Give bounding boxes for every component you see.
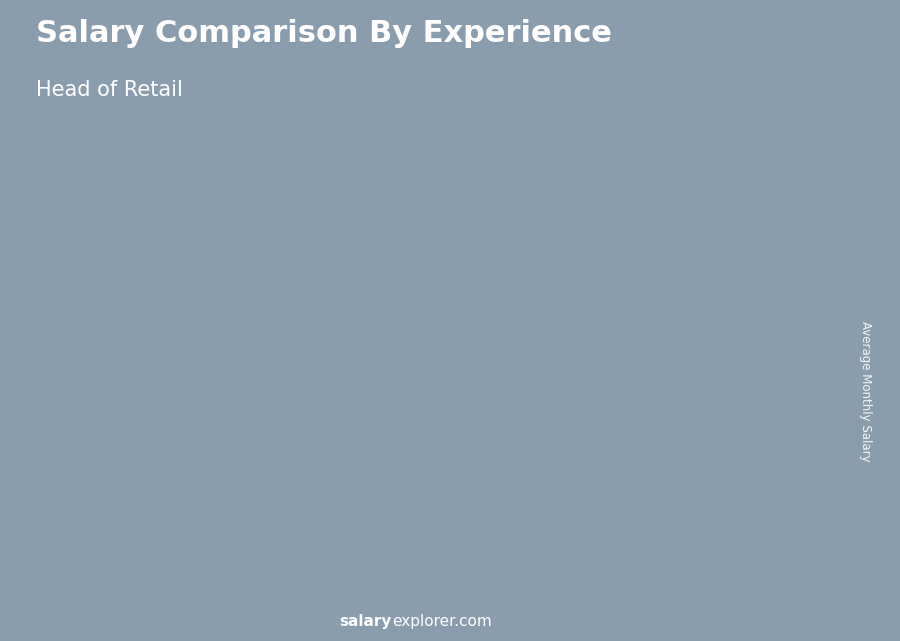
Text: Head of Retail: Head of Retail: [36, 80, 183, 100]
Polygon shape: [274, 467, 291, 577]
Bar: [830, 26, 864, 93]
Polygon shape: [210, 475, 274, 577]
Text: explorer.com: explorer.com: [392, 615, 492, 629]
Text: Salary Comparison By Experience: Salary Comparison By Experience: [36, 19, 612, 48]
Polygon shape: [334, 412, 415, 420]
Bar: [760, 26, 795, 93]
Polygon shape: [459, 357, 540, 365]
Polygon shape: [524, 357, 540, 577]
Polygon shape: [85, 518, 149, 577]
Polygon shape: [708, 287, 773, 577]
Polygon shape: [708, 279, 789, 287]
Text: 0 XOF: 0 XOF: [668, 344, 705, 358]
Polygon shape: [210, 467, 291, 475]
Text: salary: salary: [339, 615, 392, 629]
Polygon shape: [583, 322, 648, 577]
Text: +nan%: +nan%: [518, 290, 580, 305]
Text: +nan%: +nan%: [144, 443, 207, 458]
Polygon shape: [149, 510, 166, 577]
Polygon shape: [334, 420, 399, 577]
Text: +nan%: +nan%: [393, 333, 456, 348]
Polygon shape: [583, 314, 664, 322]
Polygon shape: [459, 365, 524, 577]
Text: 0 XOF: 0 XOF: [169, 491, 205, 504]
Bar: [795, 26, 830, 93]
Text: 0 XOF: 0 XOF: [418, 406, 455, 419]
Text: 0 XOF: 0 XOF: [543, 372, 580, 385]
Text: 0 XOF: 0 XOF: [293, 448, 330, 462]
Polygon shape: [648, 314, 664, 577]
Polygon shape: [399, 412, 415, 577]
Text: +nan%: +nan%: [268, 388, 331, 403]
Polygon shape: [773, 279, 789, 577]
Text: +nan%: +nan%: [643, 255, 706, 270]
Polygon shape: [85, 510, 166, 518]
Text: 0 XOF: 0 XOF: [44, 524, 81, 538]
Text: Average Monthly Salary: Average Monthly Salary: [860, 320, 872, 462]
